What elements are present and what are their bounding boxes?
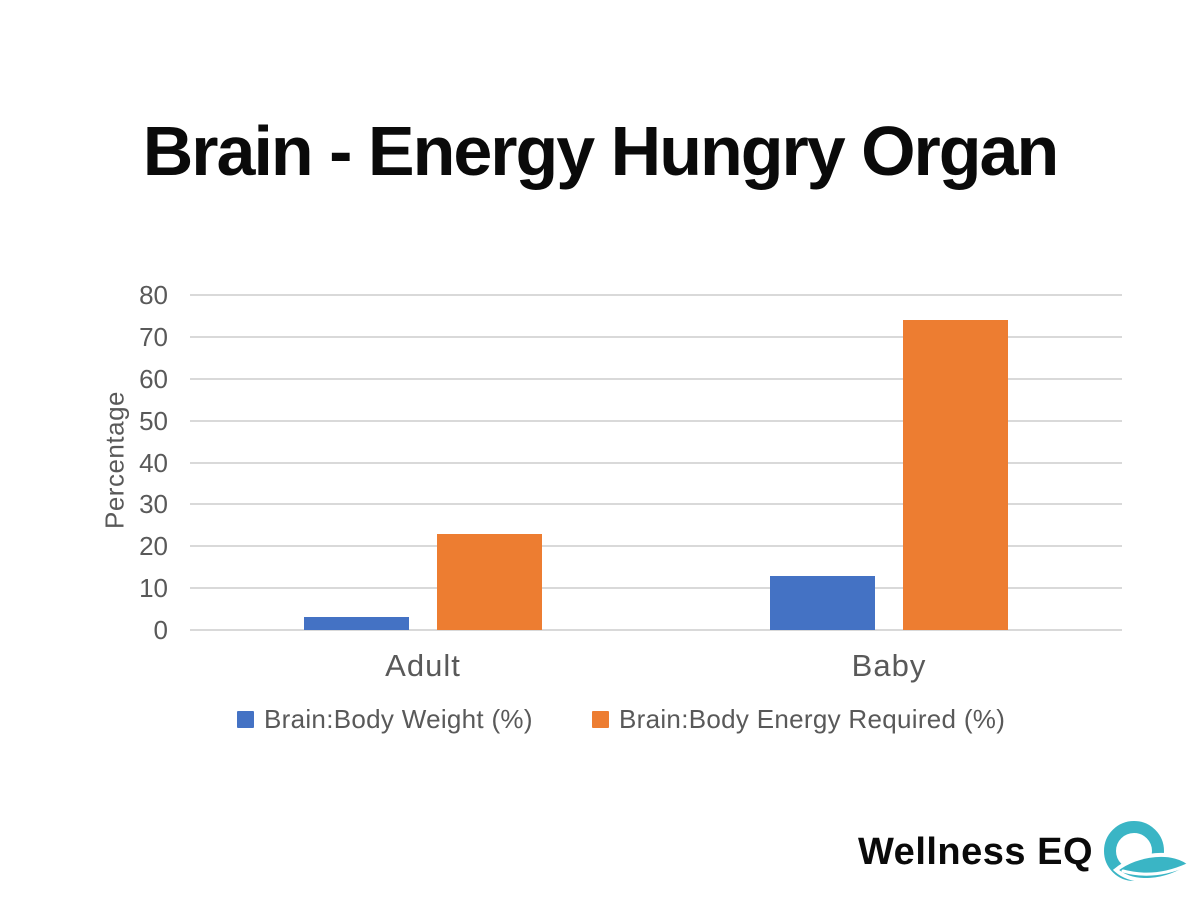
leaf-vein bbox=[1121, 863, 1189, 876]
y-tick-label: 0 bbox=[153, 615, 168, 645]
gridline-40 bbox=[190, 462, 1122, 464]
y-tick-label: 50 bbox=[139, 405, 168, 436]
y-tick-label: 10 bbox=[139, 573, 168, 604]
gridline-0 bbox=[190, 629, 1122, 631]
gridline-70 bbox=[190, 336, 1122, 338]
legend-label: Brain:Body Energy Required (%) bbox=[619, 704, 1006, 734]
page-title: Brain - Energy Hungry Organ bbox=[142, 112, 1059, 190]
x-axis-label-adult: Adult bbox=[385, 648, 461, 683]
legend-swatch-icon bbox=[592, 711, 609, 728]
bar-baby-series-0 bbox=[770, 576, 875, 630]
q-leaf-logo-icon bbox=[1104, 821, 1195, 882]
bar-adult-series-0 bbox=[304, 617, 409, 630]
legend-item-1: Brain:Body Energy Required (%) bbox=[592, 704, 1005, 735]
brand-name: Wellness EQ bbox=[858, 831, 1094, 874]
y-tick-label: 60 bbox=[139, 363, 168, 394]
gridline-50 bbox=[190, 420, 1122, 422]
brand-footer: Wellness EQ bbox=[858, 818, 1195, 888]
y-tick-label: 40 bbox=[139, 447, 168, 478]
bar-baby-series-1 bbox=[903, 320, 1008, 630]
bar-adult-series-1 bbox=[437, 534, 542, 630]
gridline-60 bbox=[190, 378, 1122, 380]
bar-chart-plot-area bbox=[190, 294, 1122, 631]
legend-label: Brain:Body Weight (%) bbox=[264, 704, 533, 734]
gridline-20 bbox=[190, 545, 1122, 547]
gridline-10 bbox=[190, 587, 1122, 589]
y-tick-label: 80 bbox=[139, 280, 168, 310]
x-axis-label-baby: Baby bbox=[851, 648, 927, 683]
legend-item-0: Brain:Body Weight (%) bbox=[237, 704, 533, 735]
gridline-80 bbox=[190, 294, 1122, 296]
gridline-30 bbox=[190, 503, 1122, 505]
y-tick-label: 70 bbox=[139, 321, 168, 352]
y-tick-label: 20 bbox=[139, 531, 168, 562]
legend-swatch-icon bbox=[237, 711, 254, 728]
y-tick-label: 30 bbox=[139, 489, 168, 520]
